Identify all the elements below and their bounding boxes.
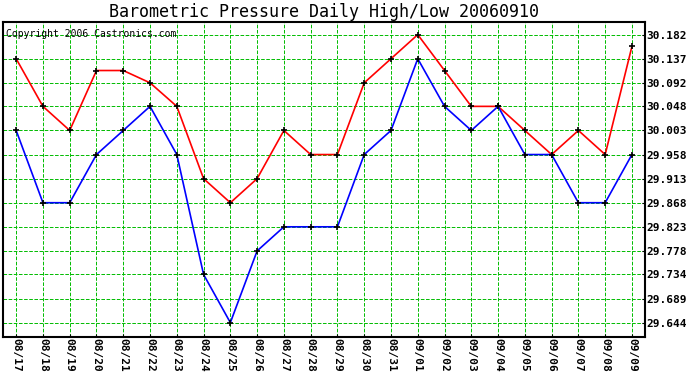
Title: Barometric Pressure Daily High/Low 20060910: Barometric Pressure Daily High/Low 20060… [109,3,539,21]
Text: Copyright 2006 Castronics.com: Copyright 2006 Castronics.com [6,28,177,39]
